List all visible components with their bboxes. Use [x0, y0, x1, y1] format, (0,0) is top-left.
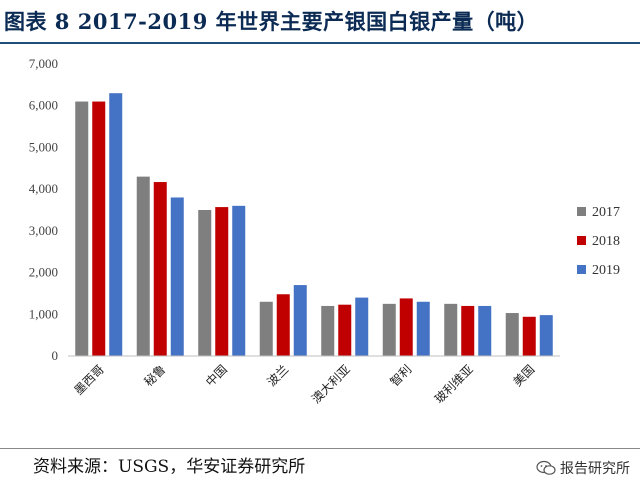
legend-label: 2018: [592, 234, 620, 249]
bar-2019: [293, 285, 307, 356]
bar-2018: [276, 294, 290, 356]
bar-2017: [444, 303, 458, 356]
bar-2019: [232, 205, 246, 356]
watermark: 报告研究所: [536, 458, 630, 478]
bar-2017: [321, 305, 335, 356]
y-tick-label: 0: [52, 348, 59, 363]
y-tick-label: 1,000: [29, 306, 58, 321]
bar-2017: [505, 313, 519, 356]
watermark-text: 报告研究所: [560, 461, 630, 477]
legend-swatch: [577, 236, 586, 245]
bar-2018: [399, 298, 413, 356]
title-divider: [0, 42, 640, 44]
y-tick-label: 6,000: [29, 98, 58, 113]
y-tick-label: 7,000: [29, 56, 58, 71]
x-axis: 墨西哥 秘鲁 中国 波兰 澳大利亚 智利 玻利维亚 美国: [68, 355, 560, 406]
bar-2019: [478, 305, 492, 356]
y-tick-label: 4,000: [29, 181, 58, 196]
x-category-label: 波兰: [264, 362, 291, 389]
legend-swatch: [577, 265, 586, 274]
bar-2018: [215, 207, 229, 356]
bar-2018: [522, 316, 536, 356]
bar-2017: [382, 303, 396, 356]
legend: 2017 2018 2019: [577, 205, 620, 278]
legend-label: 2017: [592, 205, 620, 220]
bar-2017: [75, 101, 89, 356]
x-category-label: 智利: [387, 362, 415, 390]
x-category-label: 秘鲁: [141, 362, 168, 389]
source-note: 资料来源：USGS，华安证券研究所: [33, 457, 306, 477]
bar-2019: [539, 315, 553, 356]
bar-2018: [153, 182, 167, 356]
bar-2018: [92, 101, 106, 356]
x-category-label: 中国: [202, 362, 230, 390]
legend-swatch: [577, 207, 586, 216]
bar-series: [75, 93, 553, 356]
bar-2017: [136, 176, 150, 356]
bar-2017: [259, 301, 273, 356]
bar-2018: [338, 304, 352, 356]
x-category-label: 澳大利亚: [309, 362, 353, 406]
source-divider: [0, 448, 640, 449]
bar-chart: 0 1,000 2,000 3,000 4,000 5,000 6,000 7,000 墨西哥…: [29, 56, 620, 406]
bar-2019: [170, 197, 184, 356]
x-category-label: 玻利维亚: [432, 362, 476, 406]
legend-label: 2019: [592, 263, 620, 278]
y-tick-label: 3,000: [29, 223, 58, 238]
chart-title: 图表 8 2017-2019 年世界主要产银国白银产量（吨）: [4, 9, 539, 34]
bar-2018: [461, 305, 475, 356]
wechat-icon: [536, 460, 556, 475]
x-category-label: 美国: [510, 362, 537, 389]
y-tick-label: 2,000: [29, 265, 58, 280]
x-category-label: 墨西哥: [72, 362, 107, 397]
y-tick-label: 5,000: [29, 139, 58, 154]
bar-2019: [109, 93, 123, 356]
y-axis: 0 1,000 2,000 3,000 4,000 5,000 6,000 7,000: [29, 56, 58, 363]
bar-2019: [355, 297, 369, 356]
bar-2017: [198, 210, 212, 356]
bar-2019: [416, 301, 430, 356]
